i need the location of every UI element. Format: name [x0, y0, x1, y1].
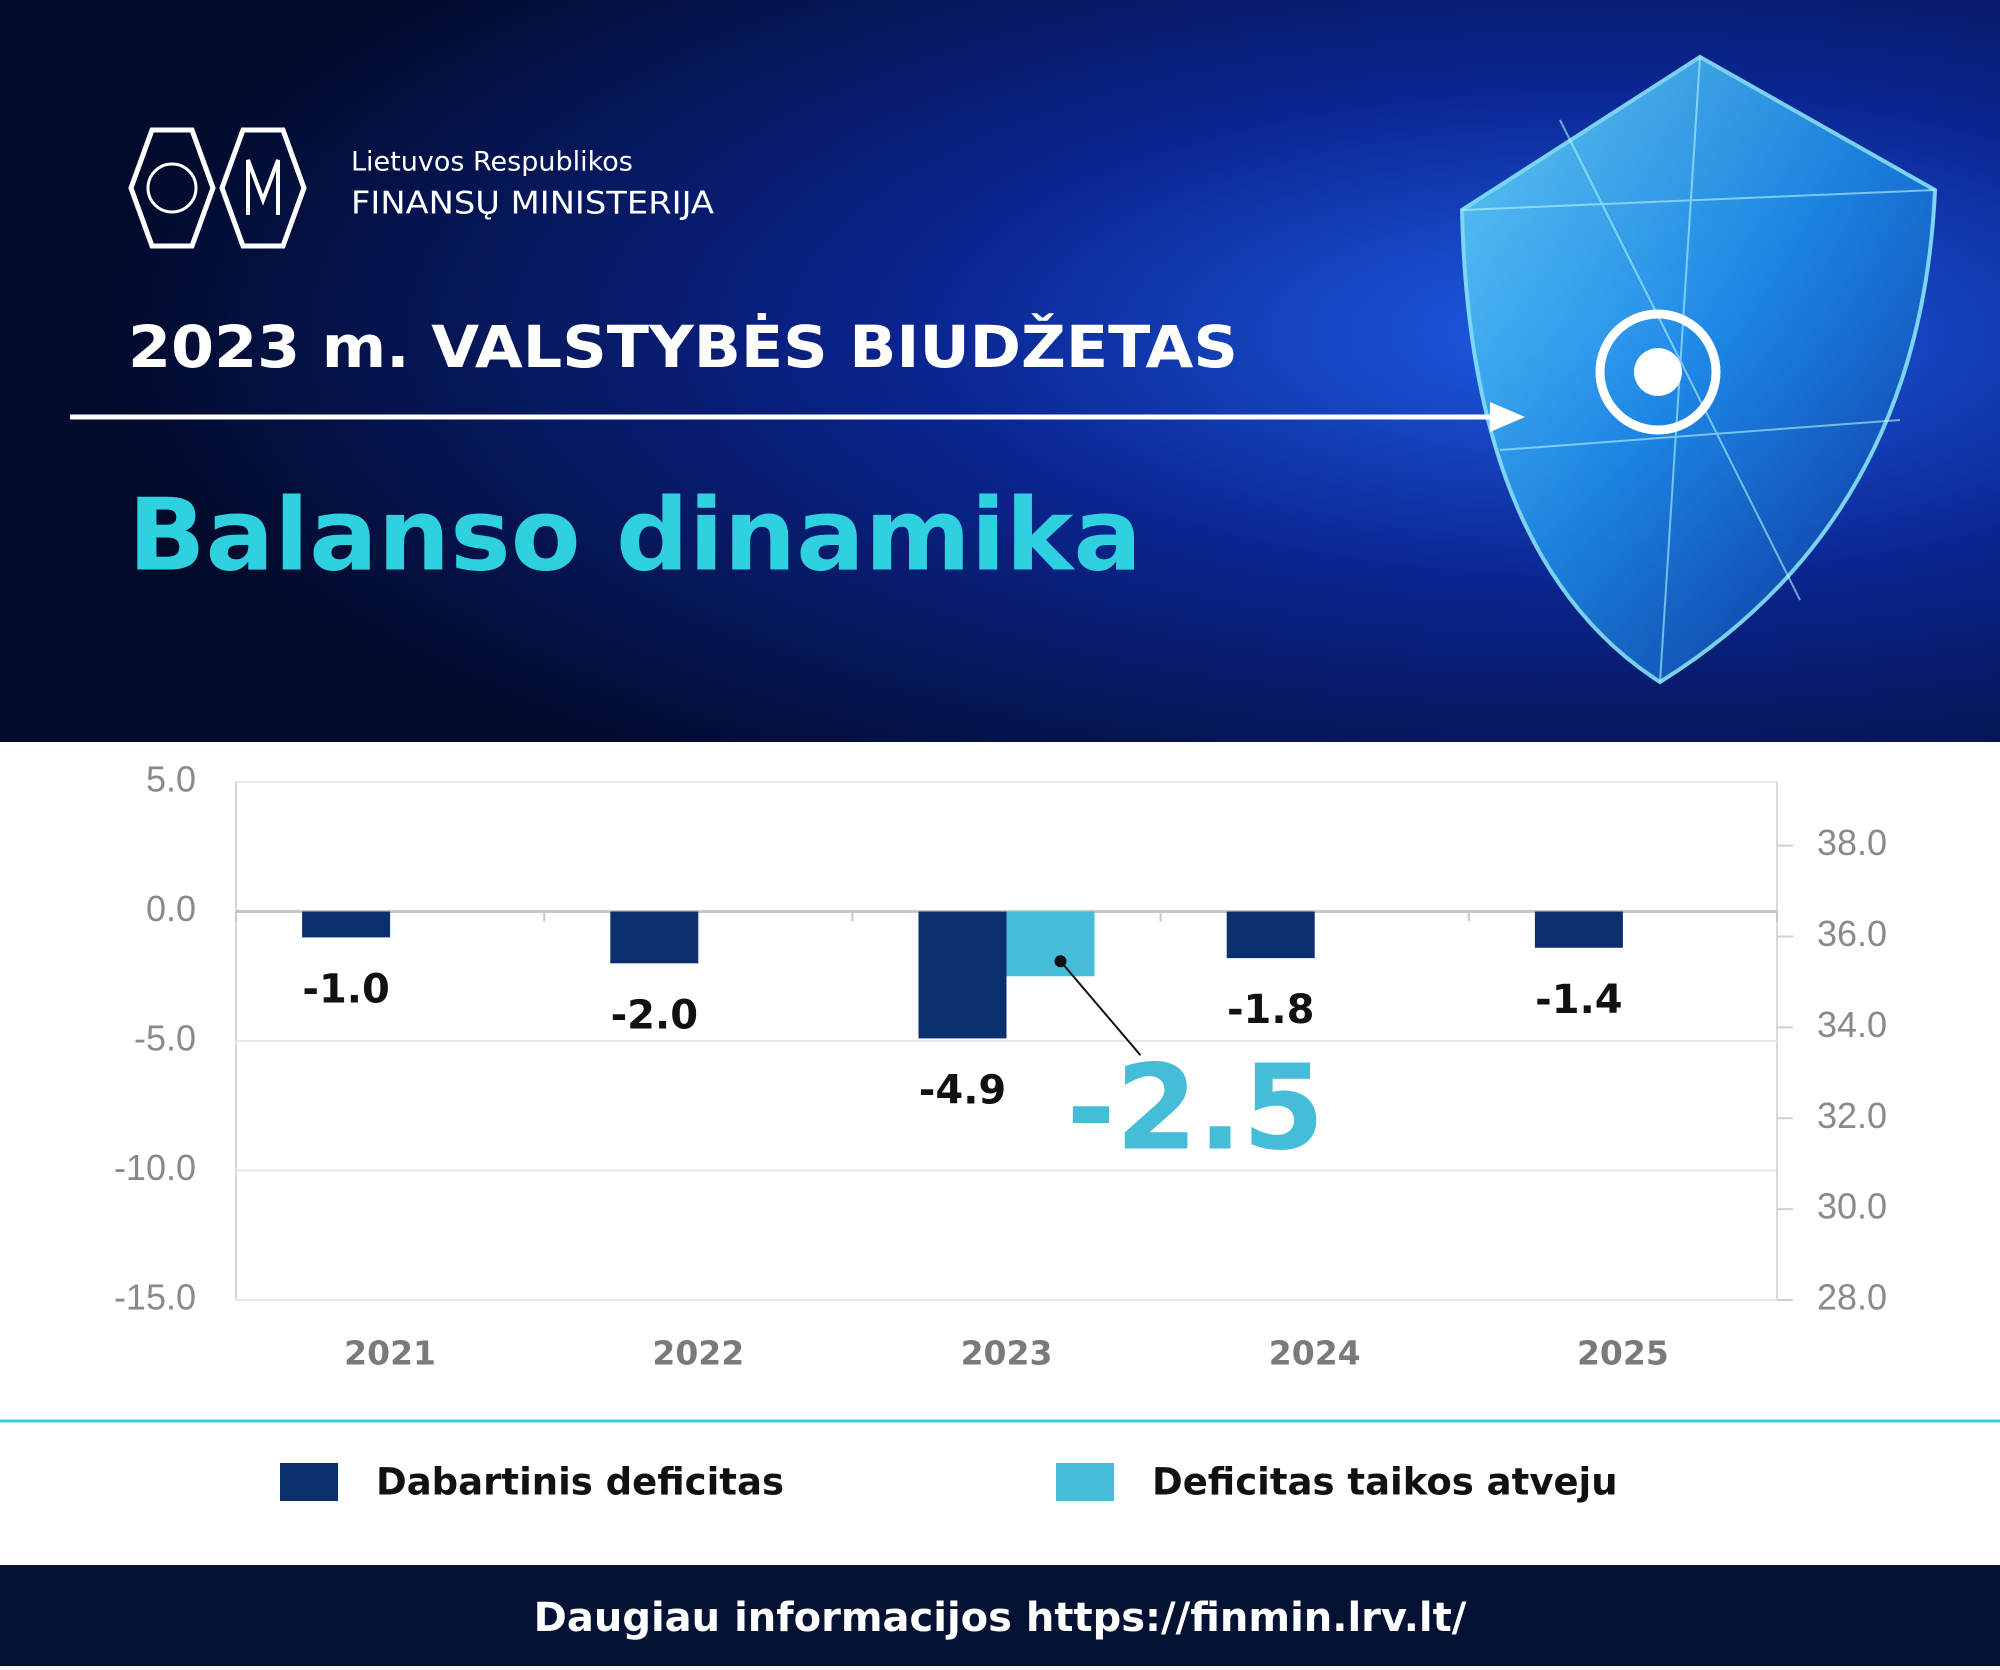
- y-tick-label: -10.0: [114, 1147, 196, 1188]
- data-label: -1.8: [1227, 987, 1314, 1033]
- legend-swatch: [1056, 1463, 1114, 1501]
- org-name: FINANSŲ MINISTERIJA: [351, 186, 714, 222]
- legend-swatch: [280, 1463, 338, 1501]
- y2-tick-label: 32.0: [1817, 1095, 1887, 1136]
- bar: [1006, 911, 1095, 977]
- data-label: -2.0: [611, 992, 698, 1038]
- x-tick-label: 2022: [652, 1334, 744, 1373]
- y2-tick-label: 34.0: [1817, 1004, 1887, 1045]
- data-label: -1.4: [1535, 977, 1622, 1023]
- legend-label: Deficitas taikos atveju: [1152, 1461, 1618, 1504]
- arrow-head: [1490, 402, 1525, 432]
- footer-background: [0, 1565, 2000, 1666]
- y2-tick-label: 30.0: [1817, 1186, 1887, 1227]
- bar: [610, 911, 699, 964]
- x-tick-label: 2021: [344, 1334, 436, 1373]
- x-tick-label: 2025: [1577, 1334, 1669, 1373]
- footer-text: Daugiau informacijos https://finmin.lrv.…: [534, 1595, 1467, 1641]
- bar: [1534, 911, 1623, 948]
- org-name: Lietuvos Respublikos: [351, 147, 633, 178]
- callout-line: [1059, 960, 1142, 1056]
- bar: [302, 911, 391, 938]
- y2-tick-label: 36.0: [1817, 913, 1887, 954]
- y-tick-label: 5.0: [146, 759, 196, 800]
- subtitle: Balanso dinamika: [128, 476, 1142, 593]
- shield-illustration: [1459, 54, 1938, 685]
- x-tick-label: 2023: [961, 1334, 1053, 1373]
- data-label: -2.5: [1066, 1038, 1324, 1176]
- y-tick-label: 0.0: [146, 888, 196, 929]
- logo: [128, 127, 307, 249]
- page-title: 2023 m. VALSTYBĖS BIUDŽETAS: [128, 312, 1238, 381]
- y2-tick-label: 28.0: [1817, 1277, 1887, 1318]
- y-tick-label: -15.0: [114, 1277, 196, 1318]
- legend-label: Dabartinis deficitas: [376, 1461, 784, 1504]
- x-tick-label: 2024: [1269, 1334, 1361, 1373]
- y2-tick-label: 38.0: [1817, 822, 1887, 863]
- bar: [1226, 911, 1315, 959]
- y-tick-label: -5.0: [134, 1018, 196, 1059]
- data-label: -4.9: [919, 1067, 1006, 1113]
- bar: [918, 911, 1007, 1039]
- chart-background: [0, 742, 2000, 1565]
- data-label: -1.0: [302, 966, 389, 1012]
- chart: -15.0 -10.0 -5.0 0.0 5.0 28.0 30.0 32.0 34.0 36.0…: [114, 759, 1887, 1504]
